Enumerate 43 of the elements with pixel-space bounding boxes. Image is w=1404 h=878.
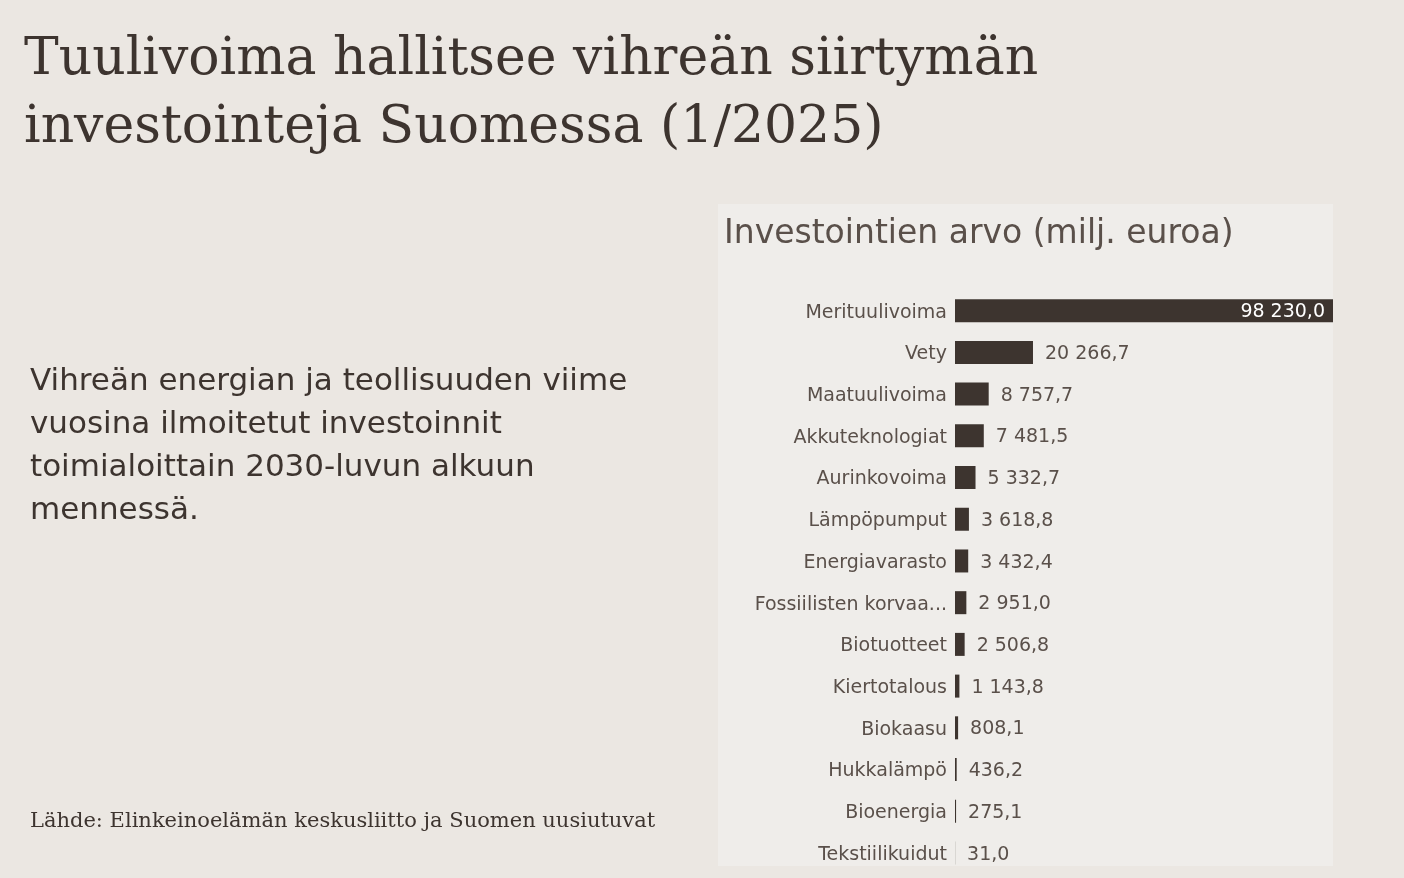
data-label: 7 481,5 (995, 424, 1069, 447)
data-label: 31,0 (967, 841, 1010, 864)
data-label: 2 506,8 (976, 633, 1050, 656)
y-tick-label: Aurinkovoima (816, 466, 947, 489)
text: Lähde: Elinkeinoelämän keskusliitto ja Suomen uusiutuvat (30, 808, 656, 832)
text: Vihreän energian ja teollisuuden viime vuosina ilmoitetut investoinnit toimialoittain 2030-luvun alkuun mennessä. (30, 360, 629, 528)
bar (955, 340, 1033, 364)
bar (955, 674, 960, 698)
data-label: 436,2 (968, 758, 1024, 781)
y-tick-label: Lämpöpumput (808, 508, 947, 531)
bar (955, 466, 976, 490)
data-label: 3 432,4 (980, 549, 1053, 572)
data-label: 2 951,0 (978, 591, 1051, 614)
bar (955, 549, 969, 573)
bar (955, 507, 969, 531)
bar (955, 424, 984, 448)
y-tick-label: Bioenergia (845, 800, 947, 823)
y-tick-label: Energiavarasto (803, 549, 947, 572)
text: Investointien arvo (milj. euroa) (724, 212, 1234, 251)
bar (955, 716, 959, 740)
y-tick-label: Merituulivoima (805, 299, 947, 322)
data-label: 98 230,0 (1240, 299, 1325, 322)
data-label: 1 143,8 (971, 674, 1044, 697)
y-tick-label: Maatuulivoima (806, 383, 947, 406)
data-label: 20 266,7 (1044, 341, 1130, 364)
bar (955, 591, 967, 615)
data-label: 808,1 (970, 716, 1025, 739)
y-tick-label: Kiertotalous (832, 675, 947, 698)
y-tick-label: Biokaasu (861, 716, 947, 739)
y-tick-label: Fossiilisten korvaa... (754, 591, 947, 614)
y-tick-label: Akkuteknologiat (793, 424, 947, 447)
y-tick-label: Vety (905, 341, 947, 364)
bar (955, 632, 965, 656)
data-label: 8 757,7 (1000, 382, 1074, 405)
data-label: 3 618,8 (980, 507, 1054, 530)
data-label: 5 332,7 (987, 466, 1061, 489)
text: Tuulivoima hallitsee vihreän siirtymän investointeja Suomessa (1/2025) (24, 25, 1040, 156)
bar (955, 382, 989, 406)
y-tick-label: Biotuotteet (840, 633, 947, 656)
data-label: 275,1 (968, 799, 1023, 822)
y-tick-label: Hukkalämpö (828, 758, 947, 781)
bar (955, 299, 1333, 323)
y-tick-label: Tekstiilikuidut (817, 841, 947, 864)
